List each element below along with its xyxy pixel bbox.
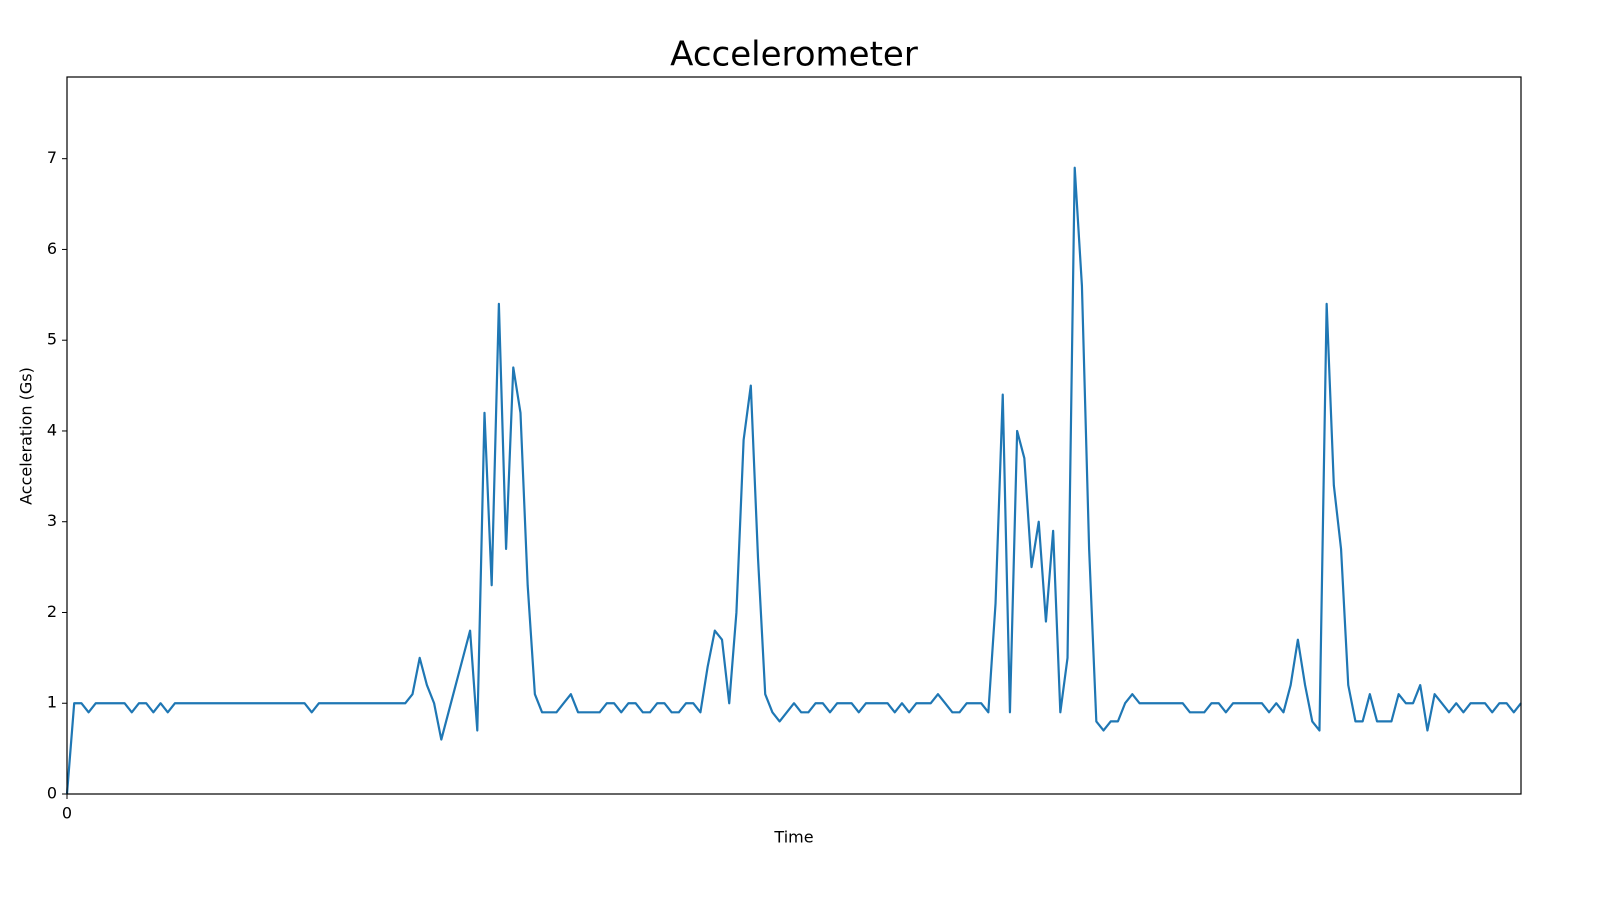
y-tick-label: 2 xyxy=(47,602,57,621)
y-tick-label: 1 xyxy=(47,693,57,712)
x-axis-label: Time xyxy=(773,828,813,847)
y-tick-label: 3 xyxy=(47,511,57,530)
y-tick-label: 6 xyxy=(47,239,57,258)
plot-frame xyxy=(66,76,1522,795)
chart-title: Accelerometer xyxy=(670,35,918,75)
y-tick-label: 5 xyxy=(47,330,57,349)
data-line xyxy=(65,166,1522,795)
y-tick-label: 4 xyxy=(47,420,57,439)
y-axis-label: Acceleration (Gs) xyxy=(17,367,36,505)
y-tick-label: 0 xyxy=(47,784,57,803)
x-tick-label: 0 xyxy=(62,804,72,823)
y-tick-label: 7 xyxy=(47,148,57,167)
